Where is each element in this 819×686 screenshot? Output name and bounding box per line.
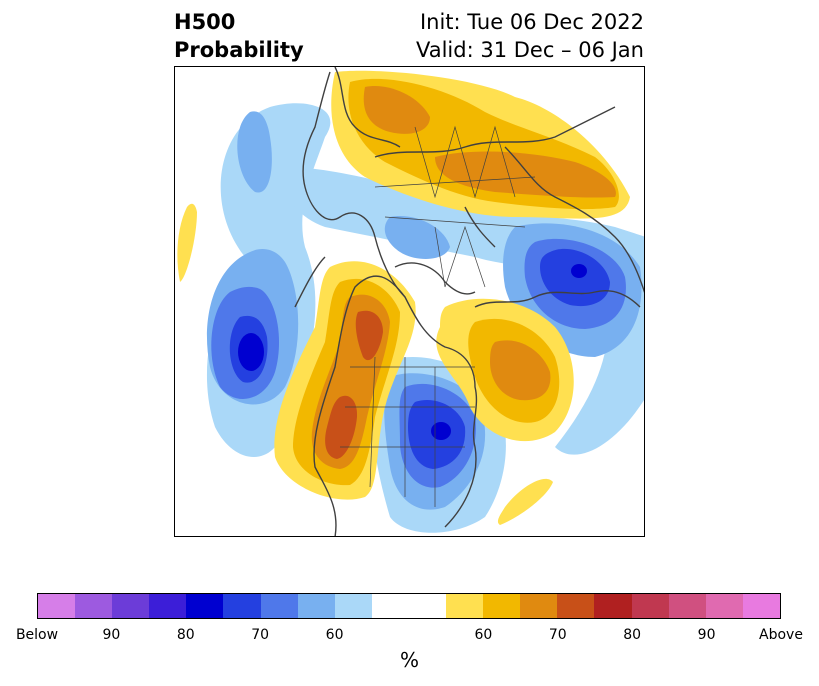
- colorbar-tick-label: 90: [697, 627, 716, 643]
- colorbar-segment: [742, 594, 780, 618]
- colorbar-segment: [334, 594, 372, 618]
- colorbar-segment: [75, 594, 113, 618]
- colorbar-segment: [38, 594, 76, 618]
- colorbar-tick-label: 70: [548, 627, 567, 643]
- colorbar-tick-label: 90: [102, 627, 121, 643]
- colorbar-segment: [520, 594, 558, 618]
- colorbar-segment: [260, 594, 298, 618]
- above-area-strong-arctic: [363, 86, 430, 134]
- colorbar-segment: [186, 594, 224, 618]
- below-area-mid-north: [384, 216, 450, 259]
- colorbar-segment: [705, 594, 743, 618]
- colorbar-segment: [631, 594, 669, 618]
- above-area-strong-siberia: [435, 151, 616, 198]
- colorbar-segment: [446, 594, 484, 618]
- colorbar-tick-label: 70: [251, 627, 270, 643]
- colorbar: [37, 593, 781, 619]
- colorbar-segment: [371, 594, 409, 618]
- colorbar-segment: [557, 594, 595, 618]
- colorbar-tick-label: 60: [474, 627, 493, 643]
- below-core-pacific: [238, 333, 264, 371]
- above-area-light-west-edge: [177, 203, 197, 282]
- colorbar-tick-label: 60: [325, 627, 344, 643]
- coastlines: [294, 67, 644, 536]
- above-area-deep-west-us: [355, 310, 383, 361]
- title-type: Probability: [174, 38, 304, 62]
- title-valid-range: Valid: 31 Dec – 06 Jan: [415, 38, 644, 62]
- colorbar-label: %: [399, 648, 419, 672]
- title-init-date: Init: Tue 06 Dec 2022: [419, 10, 644, 34]
- above-area-deep-west-us-south: [325, 395, 358, 459]
- colorbar-tick-label: Below: [15, 627, 59, 643]
- below-core-siberia: [571, 264, 587, 278]
- below-core-us: [431, 422, 451, 440]
- colorbar-tick-label: Above: [759, 627, 803, 643]
- borders: [340, 125, 536, 507]
- colorbar-segment: [408, 594, 447, 618]
- colorbar-segment: [668, 594, 706, 618]
- colorbar-segment: [149, 594, 187, 618]
- colorbar-tick-label: 80: [623, 627, 642, 643]
- colorbar-segment: [594, 594, 632, 618]
- title-variable: H500: [174, 10, 236, 34]
- chart-title-right: Init: Tue 06 Dec 2022 Valid: 31 Dec – 06…: [416, 8, 644, 64]
- colorbar-segment: [223, 594, 261, 618]
- colorbar-segment: [483, 594, 521, 618]
- below-area-mid-arctic: [237, 111, 272, 193]
- above-area-strong-atlantic: [490, 340, 551, 401]
- colorbar-segment: [112, 594, 150, 618]
- chart-title-left: H500 Probability: [174, 8, 304, 64]
- above-area-light-caribbean: [497, 478, 553, 525]
- colorbar-segment: [297, 594, 335, 618]
- probability-map: [174, 66, 645, 537]
- map-canvas: [177, 67, 644, 536]
- colorbar-tick-label: 80: [176, 627, 195, 643]
